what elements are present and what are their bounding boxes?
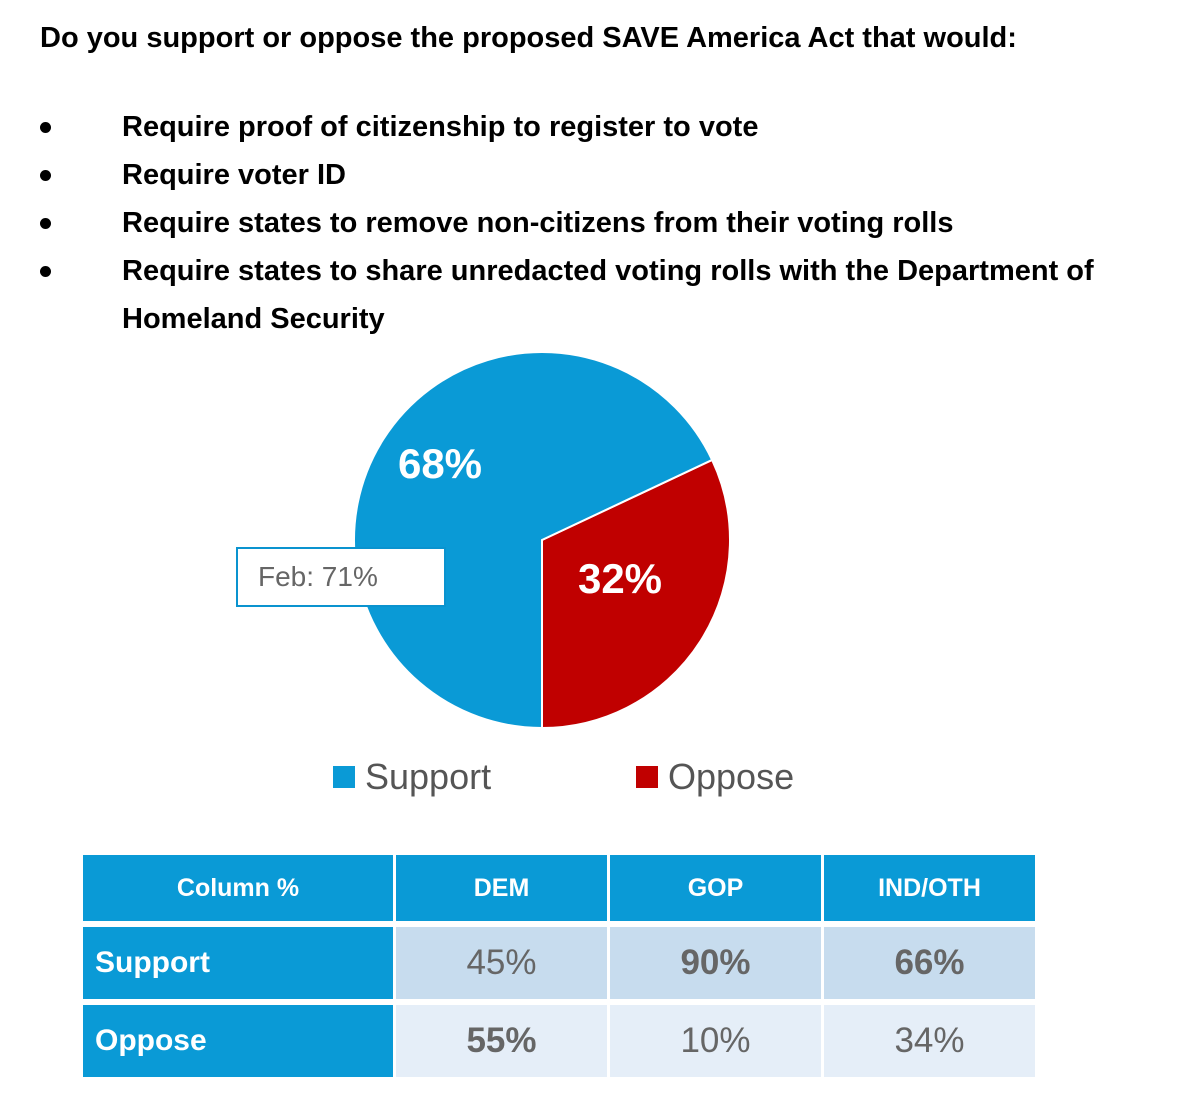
legend-oppose-label: Oppose (668, 756, 795, 797)
table-cell: 90% (610, 927, 821, 999)
data-label-support: 68% (398, 440, 482, 487)
act-provisions-list: Require proof of citizenship to register… (40, 103, 1180, 343)
row-header: Support (83, 927, 393, 999)
table-row: Oppose 55% 10% 34% (83, 1005, 1035, 1077)
pie-slice-support (353, 351, 714, 730)
support-swatch-icon (333, 766, 355, 788)
list-item: Require states to share unredacted votin… (40, 247, 1180, 343)
legend-support-label: Support (365, 756, 492, 797)
data-label-oppose: 32% (578, 555, 662, 602)
legend-oppose: Oppose (636, 752, 794, 802)
table-cell: 55% (396, 1005, 607, 1077)
table-header-row: Column % DEM GOP IND/OTH (83, 855, 1035, 921)
oppose-swatch-icon (636, 766, 658, 788)
bullet-icon (40, 266, 51, 277)
list-item: Require states to remove non-citizens fr… (40, 199, 1180, 247)
provision-text: Require states to remove non-citizens fr… (122, 207, 954, 239)
feb-annotation: Feb: 71% (236, 547, 446, 607)
column-header: Column % (83, 855, 393, 921)
legend-support: Support (333, 752, 491, 802)
table-row: Support 45% 90% 66% (83, 927, 1035, 999)
provision-text: Require proof of citizenship to register… (122, 111, 759, 143)
list-item: Require voter ID (40, 151, 1180, 199)
column-header: GOP (610, 855, 821, 921)
column-header: IND/OTH (824, 855, 1035, 921)
bullet-icon (40, 122, 51, 133)
table-cell: 45% (396, 927, 607, 999)
provision-text: Require states to share unredacted votin… (122, 255, 1094, 335)
table-cell: 34% (824, 1005, 1035, 1077)
table-cell: 10% (610, 1005, 821, 1077)
question-text: Do you support or oppose the proposed SA… (40, 22, 1017, 54)
table-cell: 66% (824, 927, 1035, 999)
row-header: Oppose (83, 1005, 393, 1077)
support-oppose-pie-chart: 68% 32% (353, 351, 731, 730)
pie-slice-oppose (541, 458, 731, 730)
column-header: DEM (396, 855, 607, 921)
bullet-icon (40, 218, 51, 229)
bullet-icon (40, 170, 51, 181)
party-crosstab-table: Column % DEM GOP IND/OTH Support 45% 90%… (80, 849, 1038, 1083)
provision-text: Require voter ID (122, 159, 346, 191)
list-item: Require proof of citizenship to register… (40, 103, 1180, 151)
